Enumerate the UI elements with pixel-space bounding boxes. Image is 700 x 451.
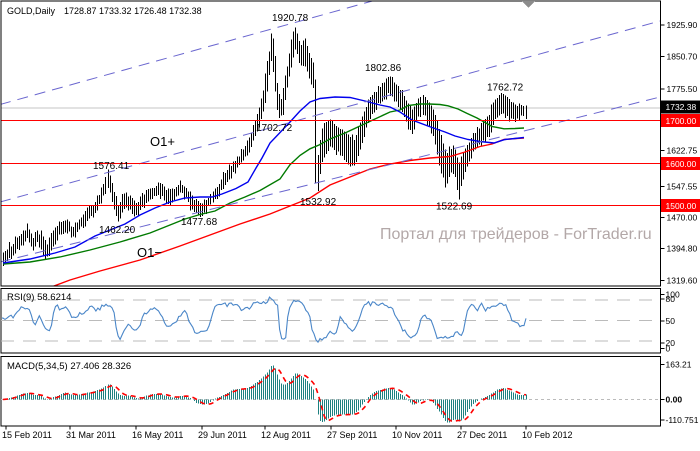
svg-text:10 Nov 2011: 10 Nov 2011 <box>392 430 442 440</box>
svg-text:1547.55: 1547.55 <box>667 182 698 192</box>
svg-text:80: 80 <box>666 294 676 304</box>
svg-text:O1−: O1− <box>137 245 162 260</box>
svg-text:1600.00: 1600.00 <box>666 159 697 169</box>
svg-text:163.21: 163.21 <box>666 360 692 370</box>
svg-text:GOLD,Daily: GOLD,Daily <box>7 6 56 16</box>
svg-text:1462.20: 1462.20 <box>99 225 136 236</box>
svg-text:12 Aug 2011: 12 Aug 2011 <box>261 430 311 440</box>
svg-text:-110.751: -110.751 <box>666 415 699 425</box>
svg-text:1700.00: 1700.00 <box>666 116 697 126</box>
svg-text:Портал для трейдеров - ForTrad: Портал для трейдеров - ForTrader.ru <box>380 226 652 243</box>
svg-text:1319.60: 1319.60 <box>667 276 698 286</box>
svg-text:1532.92: 1532.92 <box>300 197 337 208</box>
svg-text:27 Dec 2011: 27 Dec 2011 <box>457 430 507 440</box>
svg-text:1394.80: 1394.80 <box>667 243 698 253</box>
svg-text:50: 50 <box>666 316 676 326</box>
svg-text:31 Mar 2011: 31 Mar 2011 <box>66 430 116 440</box>
svg-text:1775.50: 1775.50 <box>667 84 698 94</box>
svg-text:1470.00: 1470.00 <box>667 212 698 222</box>
svg-text:MACD(5,34,5) 27.406 28.326: MACD(5,34,5) 27.406 28.326 <box>7 361 131 372</box>
svg-text:1920.78: 1920.78 <box>272 13 309 24</box>
svg-text:1850.70: 1850.70 <box>667 52 698 62</box>
svg-text:16 May 2011: 16 May 2011 <box>132 430 183 440</box>
svg-text:1522.69: 1522.69 <box>436 202 473 213</box>
svg-text:20: 20 <box>666 338 676 348</box>
svg-text:1802.86: 1802.86 <box>365 63 402 74</box>
svg-text:29 Jun 2011: 29 Jun 2011 <box>198 430 247 440</box>
svg-text:1762.72: 1762.72 <box>487 83 524 94</box>
svg-text:1925.90: 1925.90 <box>667 20 698 30</box>
svg-text:O1+: O1+ <box>150 134 175 149</box>
svg-text:1732.38: 1732.38 <box>666 102 697 112</box>
svg-text:15 Feb 2011: 15 Feb 2011 <box>2 430 52 440</box>
svg-text:RSI(9) 58.6214: RSI(9) 58.6214 <box>7 292 71 303</box>
svg-text:10 Feb 2012: 10 Feb 2012 <box>522 430 573 440</box>
svg-text:0.00: 0.00 <box>666 395 683 405</box>
svg-text:27 Sep 2011: 27 Sep 2011 <box>327 430 377 440</box>
svg-text:1702.72: 1702.72 <box>256 123 293 134</box>
svg-text:1500.00: 1500.00 <box>666 201 697 211</box>
svg-text:100: 100 <box>666 290 680 300</box>
svg-text:1728.87 1733.32 1726.48 1732.3: 1728.87 1733.32 1726.48 1732.38 <box>64 6 202 16</box>
svg-text:1477.68: 1477.68 <box>181 217 218 228</box>
svg-text:0: 0 <box>666 344 671 354</box>
svg-text:1576.41: 1576.41 <box>93 161 130 172</box>
svg-text:1622.75: 1622.75 <box>667 146 698 156</box>
